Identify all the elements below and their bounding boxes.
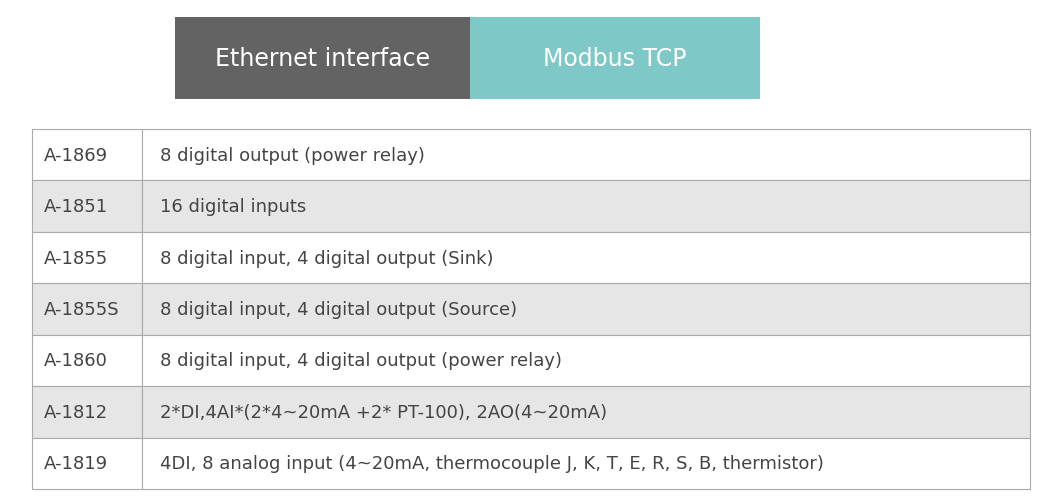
Text: Ethernet interface: Ethernet interface [215, 47, 430, 71]
Text: 2*DI,4AI*(2*4~20mA +2* PT-100), 2AO(4~20mA): 2*DI,4AI*(2*4~20mA +2* PT-100), 2AO(4~20… [160, 403, 607, 421]
Bar [32, 232, 142, 284]
Bar [32, 335, 142, 386]
Text: 8 digital output (power relay): 8 digital output (power relay) [160, 146, 425, 164]
Text: A-1855: A-1855 [45, 249, 108, 267]
Bar [142, 284, 1030, 335]
Text: Modbus TCP: Modbus TCP [543, 47, 687, 71]
Text: 8 digital input, 4 digital output (Source): 8 digital input, 4 digital output (Sourc… [160, 301, 517, 318]
FancyBboxPatch shape [175, 18, 470, 100]
Bar [32, 284, 142, 335]
Bar [142, 232, 1030, 284]
Text: 8 digital input, 4 digital output (Sink): 8 digital input, 4 digital output (Sink) [160, 249, 494, 267]
Bar [142, 335, 1030, 386]
Bar [142, 181, 1030, 232]
Text: A-1860: A-1860 [45, 352, 108, 370]
Text: A-1819: A-1819 [45, 454, 108, 472]
Text: A-1869: A-1869 [45, 146, 108, 164]
Text: 16 digital inputs: 16 digital inputs [160, 198, 306, 216]
Bar [142, 130, 1030, 181]
Bar [32, 130, 142, 181]
FancyBboxPatch shape [470, 18, 760, 100]
Text: 8 digital input, 4 digital output (power relay): 8 digital input, 4 digital output (power… [160, 352, 562, 370]
Bar [142, 386, 1030, 438]
Text: A-1851: A-1851 [45, 198, 108, 216]
Text: 4DI, 8 analog input (4~20mA, thermocouple J, K, T, E, R, S, B, thermistor): 4DI, 8 analog input (4~20mA, thermocoupl… [160, 454, 824, 472]
Text: A-1812: A-1812 [45, 403, 108, 421]
Bar [32, 181, 142, 232]
Bar [32, 438, 142, 489]
Text: A-1855S: A-1855S [45, 301, 120, 318]
Bar [142, 438, 1030, 489]
Bar [32, 386, 142, 438]
